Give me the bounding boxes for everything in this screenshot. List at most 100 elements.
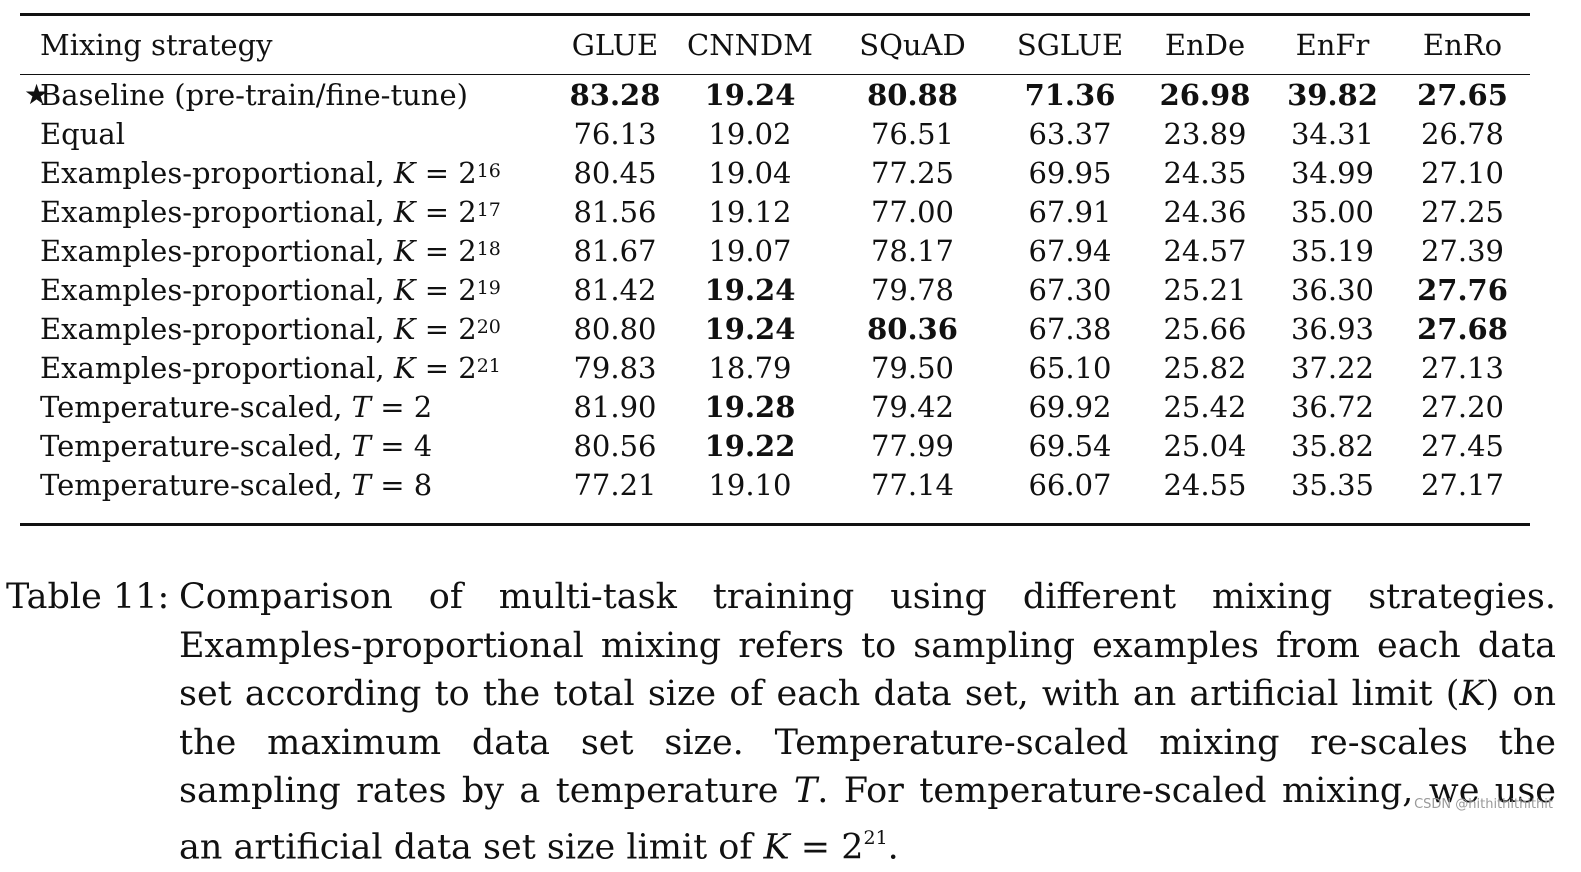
strategy-name: Baseline (pre-train/fine-tune): [40, 77, 468, 112]
table-row: Examples-proportional, K = 2 20 80.80 19.24…: [20, 309, 1530, 348]
header-row: Mixing strategy GLUE CNNDM SQuAD SGLUE E…: [20, 16, 1530, 74]
math-value: 2: [458, 155, 477, 190]
table-cell: 24.36: [1163, 194, 1247, 229]
table-cell: 67.91: [1028, 194, 1112, 229]
results-table: Mixing strategy GLUE CNNDM SQuAD SGLUE E…: [20, 13, 1530, 526]
table-cell: 26.98: [1159, 77, 1251, 112]
table-cell: 34.99: [1290, 155, 1375, 190]
table-row: Temperature-scaled, T = 2 81.90 19.28 79.42…: [20, 387, 1530, 426]
table-cell: 36.30: [1290, 272, 1375, 307]
math-value: 4: [413, 428, 433, 463]
math-value: 2: [458, 311, 477, 346]
table-cell: 19.24: [704, 77, 796, 112]
math-value: 2: [413, 389, 433, 424]
table-row: Temperature-scaled, T = 4 80.56 19.22 77.99…: [20, 426, 1530, 465]
math-equals: =: [415, 194, 459, 229]
caption-segment: ): [1485, 674, 1500, 714]
header-glue: GLUE: [571, 27, 659, 62]
table-cell: 19.22: [704, 428, 796, 463]
table-cell: 18.79: [708, 350, 792, 385]
table-row: Equal 76.13 19.02 76.51 63.37 23.89 34.31 26.78: [20, 114, 1530, 153]
caption-math-variable: K: [763, 827, 790, 868]
header-cnndm: CNNDM: [687, 27, 813, 62]
table-cell: 27.39: [1420, 233, 1505, 268]
table-cell: 81.67: [573, 233, 657, 268]
table-cell: 77.14: [870, 467, 955, 502]
caption-segment: .: [887, 827, 899, 868]
table-cell: 79.42: [870, 389, 955, 424]
math-variable: K: [393, 311, 416, 346]
table-cell: 80.80: [573, 311, 657, 346]
caption-label: Table 11:: [6, 577, 170, 617]
math-value: 2: [458, 350, 477, 385]
table-cell: 19.28: [704, 389, 796, 424]
math-exponent: 19: [476, 276, 501, 299]
table-cell: 27.20: [1420, 389, 1505, 424]
table-cell: 19.12: [708, 194, 792, 229]
math-equals: =: [415, 155, 459, 190]
table-cell: 24.35: [1163, 155, 1247, 190]
caption-segment: .: [817, 771, 829, 811]
row-strategy-label: Examples-proportional, K = 2 18: [40, 231, 560, 270]
table-cell: 79.83: [573, 350, 657, 385]
table-row: Examples-proportional, K = 2 21 79.83 18.79…: [20, 348, 1530, 387]
table-cell: 77.00: [870, 194, 955, 229]
top-rule: [20, 13, 1530, 16]
table-cell: 27.76: [1417, 272, 1508, 307]
caption-segment: temperature: [555, 771, 794, 811]
table-cell: 27.25: [1420, 194, 1505, 229]
header-rule: [20, 73, 1530, 75]
strategy-name: Temperature-scaled,: [40, 428, 352, 463]
table-cell: 79.78: [870, 272, 955, 307]
header-enro: EnRo: [1422, 27, 1503, 62]
row-strategy-label: ★ Baseline (pre-train/fine-tune): [24, 75, 560, 114]
table-cell: 83.28: [569, 77, 661, 112]
row-strategy-label: Examples-proportional, K = 2 17: [40, 192, 560, 231]
strategy-name: Examples-proportional,: [40, 155, 394, 190]
caption-math-exponent: 21: [863, 826, 888, 849]
math-variable: K: [393, 233, 416, 268]
math-variable: T: [351, 467, 371, 502]
row-strategy-label: Examples-proportional, K = 2 16: [40, 153, 560, 192]
math-exponent: 21: [476, 354, 501, 377]
table-cell: 37.22: [1290, 350, 1375, 385]
table-cell: 81.90: [573, 389, 657, 424]
table-row: Examples-proportional, K = 2 18 81.67 19.07…: [20, 231, 1530, 270]
table-cell: 78.17: [870, 233, 955, 268]
table-cell: 25.04: [1163, 428, 1247, 463]
table-cell: 27.13: [1420, 350, 1505, 385]
table-cell: 67.38: [1028, 311, 1112, 346]
math-variable: K: [393, 155, 416, 190]
table-cell: 23.89: [1163, 116, 1247, 151]
star-icon: ★: [24, 78, 50, 111]
table-caption: Table 11: Comparison of multi-task train…: [6, 573, 1556, 872]
table-cell: 27.65: [1417, 77, 1508, 112]
table-row: ★ Baseline (pre-train/fine-tune) 83.28 19.2…: [20, 75, 1530, 114]
caption-segment: = 2: [789, 827, 864, 868]
row-strategy-label: Examples-proportional, K = 2 20: [40, 309, 560, 348]
table-cell: 81.56: [573, 194, 657, 229]
table-cell: 69.95: [1028, 155, 1112, 190]
table-cell: 65.10: [1028, 350, 1112, 385]
table-row: Examples-proportional, K = 2 17 81.56 19.12…: [20, 192, 1530, 231]
header-mixing-strategy: Mixing strategy: [40, 27, 273, 62]
math-variable: T: [351, 389, 371, 424]
caption-segment: on the maximum data set size. Temperatur…: [179, 674, 1556, 811]
strategy-name: Examples-proportional,: [40, 350, 394, 385]
row-strategy-label: Temperature-scaled, T = 2: [40, 387, 560, 426]
header-enfr: EnFr: [1295, 27, 1370, 62]
math-exponent: 16: [476, 159, 501, 182]
table-cell: 25.42: [1163, 389, 1247, 424]
table-cell: 19.04: [708, 155, 792, 190]
table-cell: 79.50: [870, 350, 955, 385]
row-strategy-label: Equal: [40, 114, 560, 153]
math-variable: K: [393, 350, 416, 385]
table-row: Examples-proportional, K = 2 19 81.42 19.24…: [20, 270, 1530, 309]
table-cell: 63.37: [1028, 116, 1112, 151]
table-cell: 36.93: [1290, 311, 1375, 346]
table-row: Temperature-scaled, T = 8 77.21 19.10 77.14…: [20, 465, 1530, 504]
table-cell: 27.17: [1420, 467, 1505, 502]
header-sglue: SGLUE: [1016, 27, 1124, 62]
strategy-name: Examples-proportional,: [40, 311, 394, 346]
header-squad: SQuAD: [859, 27, 966, 62]
